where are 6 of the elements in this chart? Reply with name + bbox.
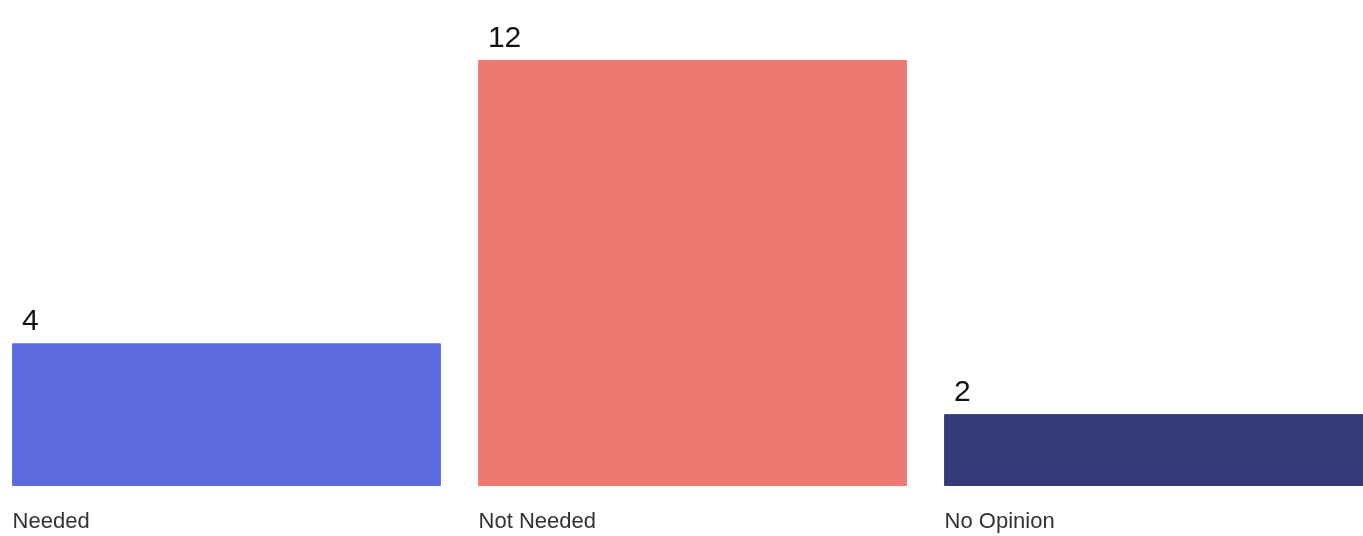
x-tick-label: Not Needed (478, 507, 597, 533)
data-label: 2 (953, 373, 971, 407)
x-tick-label: Needed (12, 507, 90, 533)
data-label: 4 (21, 302, 39, 336)
x-tick-label: No Opinion (944, 507, 1055, 533)
data-label: 12 (487, 19, 522, 53)
